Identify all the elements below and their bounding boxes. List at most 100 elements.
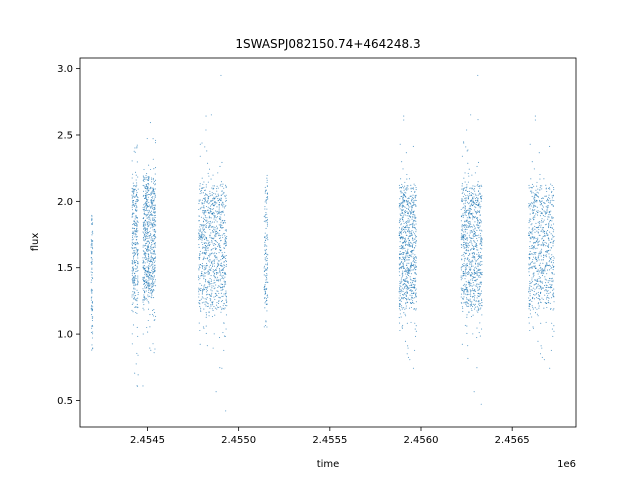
- data-point: [199, 343, 201, 345]
- data-point: [470, 223, 472, 225]
- data-point: [264, 286, 266, 288]
- data-point: [222, 267, 224, 269]
- data-point: [477, 201, 479, 203]
- data-point: [532, 229, 534, 231]
- data-point: [472, 218, 474, 220]
- data-point: [405, 294, 407, 296]
- data-point: [401, 192, 403, 194]
- data-point: [400, 214, 402, 216]
- data-point: [407, 228, 409, 230]
- data-point: [146, 198, 148, 200]
- data-point: [480, 256, 483, 258]
- data-point: [146, 191, 148, 194]
- data-point: [538, 234, 540, 236]
- data-point: [217, 172, 219, 174]
- data-point: [399, 309, 401, 311]
- data-point: [475, 245, 477, 247]
- data-point: [134, 283, 136, 285]
- data-point: [214, 282, 216, 284]
- data-point: [402, 215, 404, 217]
- data-point: [543, 178, 545, 180]
- data-point: [198, 293, 200, 295]
- data-point: [531, 202, 533, 204]
- data-point: [465, 267, 467, 269]
- data-point: [469, 301, 471, 303]
- data-point: [145, 179, 147, 181]
- data-point: [549, 280, 551, 282]
- data-point: [469, 193, 471, 195]
- data-point: [148, 235, 150, 237]
- data-point: [225, 229, 227, 231]
- data-point: [131, 206, 133, 208]
- data-point: [203, 285, 205, 287]
- data-point: [465, 275, 467, 277]
- data-point: [412, 227, 414, 229]
- data-point: [204, 247, 206, 249]
- data-point: [542, 241, 544, 243]
- data-point: [540, 322, 542, 324]
- data-point: [547, 300, 549, 302]
- data-point: [549, 231, 551, 233]
- data-point: [472, 236, 474, 238]
- data-point: [214, 248, 217, 250]
- data-point: [223, 266, 225, 269]
- data-point: [477, 249, 479, 251]
- data-point: [206, 294, 208, 296]
- data-point: [407, 244, 409, 246]
- data-point: [465, 200, 467, 202]
- data-point: [473, 209, 475, 211]
- data-point: [153, 210, 155, 212]
- data-point: [401, 212, 404, 214]
- data-point: [143, 291, 146, 293]
- data-point: [480, 281, 483, 283]
- data-point: [149, 273, 151, 275]
- data-point: [265, 281, 267, 283]
- data-point: [149, 188, 151, 190]
- data-point: [547, 286, 549, 288]
- data-point: [146, 137, 148, 140]
- data-point: [548, 214, 550, 216]
- data-point: [217, 286, 219, 289]
- data-point: [401, 237, 403, 239]
- data-point: [464, 252, 466, 254]
- data-point: [134, 225, 136, 227]
- data-point: [202, 247, 204, 249]
- data-point: [467, 181, 469, 183]
- data-point: [220, 262, 223, 264]
- data-point: [531, 289, 533, 291]
- data-point: [132, 224, 134, 226]
- data-point: [91, 302, 93, 304]
- data-point: [549, 188, 551, 190]
- data-point: [407, 281, 409, 283]
- data-point: [535, 205, 537, 208]
- data-point: [400, 247, 402, 249]
- data-point: [466, 294, 468, 296]
- data-point: [143, 294, 145, 296]
- data-point: [470, 294, 472, 296]
- data-point: [266, 237, 269, 239]
- data-point: [410, 273, 412, 275]
- data-point: [534, 115, 536, 117]
- data-point: [479, 264, 481, 266]
- data-point: [532, 217, 534, 219]
- data-point: [134, 221, 136, 223]
- data-point: [528, 263, 530, 265]
- data-point: [475, 285, 477, 287]
- data-point: [531, 247, 533, 249]
- data-point: [264, 206, 266, 208]
- data-point: [204, 146, 206, 148]
- data-point: [225, 328, 227, 330]
- data-point: [410, 242, 412, 244]
- data-point: [210, 226, 212, 228]
- data-point: [145, 281, 147, 283]
- data-point: [464, 265, 466, 267]
- data-point: [215, 253, 218, 255]
- data-point: [149, 122, 151, 124]
- data-point: [91, 234, 93, 236]
- data-point: [149, 274, 151, 276]
- data-point: [413, 233, 415, 235]
- data-point: [460, 293, 463, 295]
- data-point: [153, 219, 155, 221]
- data-point: [528, 227, 530, 229]
- data-point: [211, 292, 213, 294]
